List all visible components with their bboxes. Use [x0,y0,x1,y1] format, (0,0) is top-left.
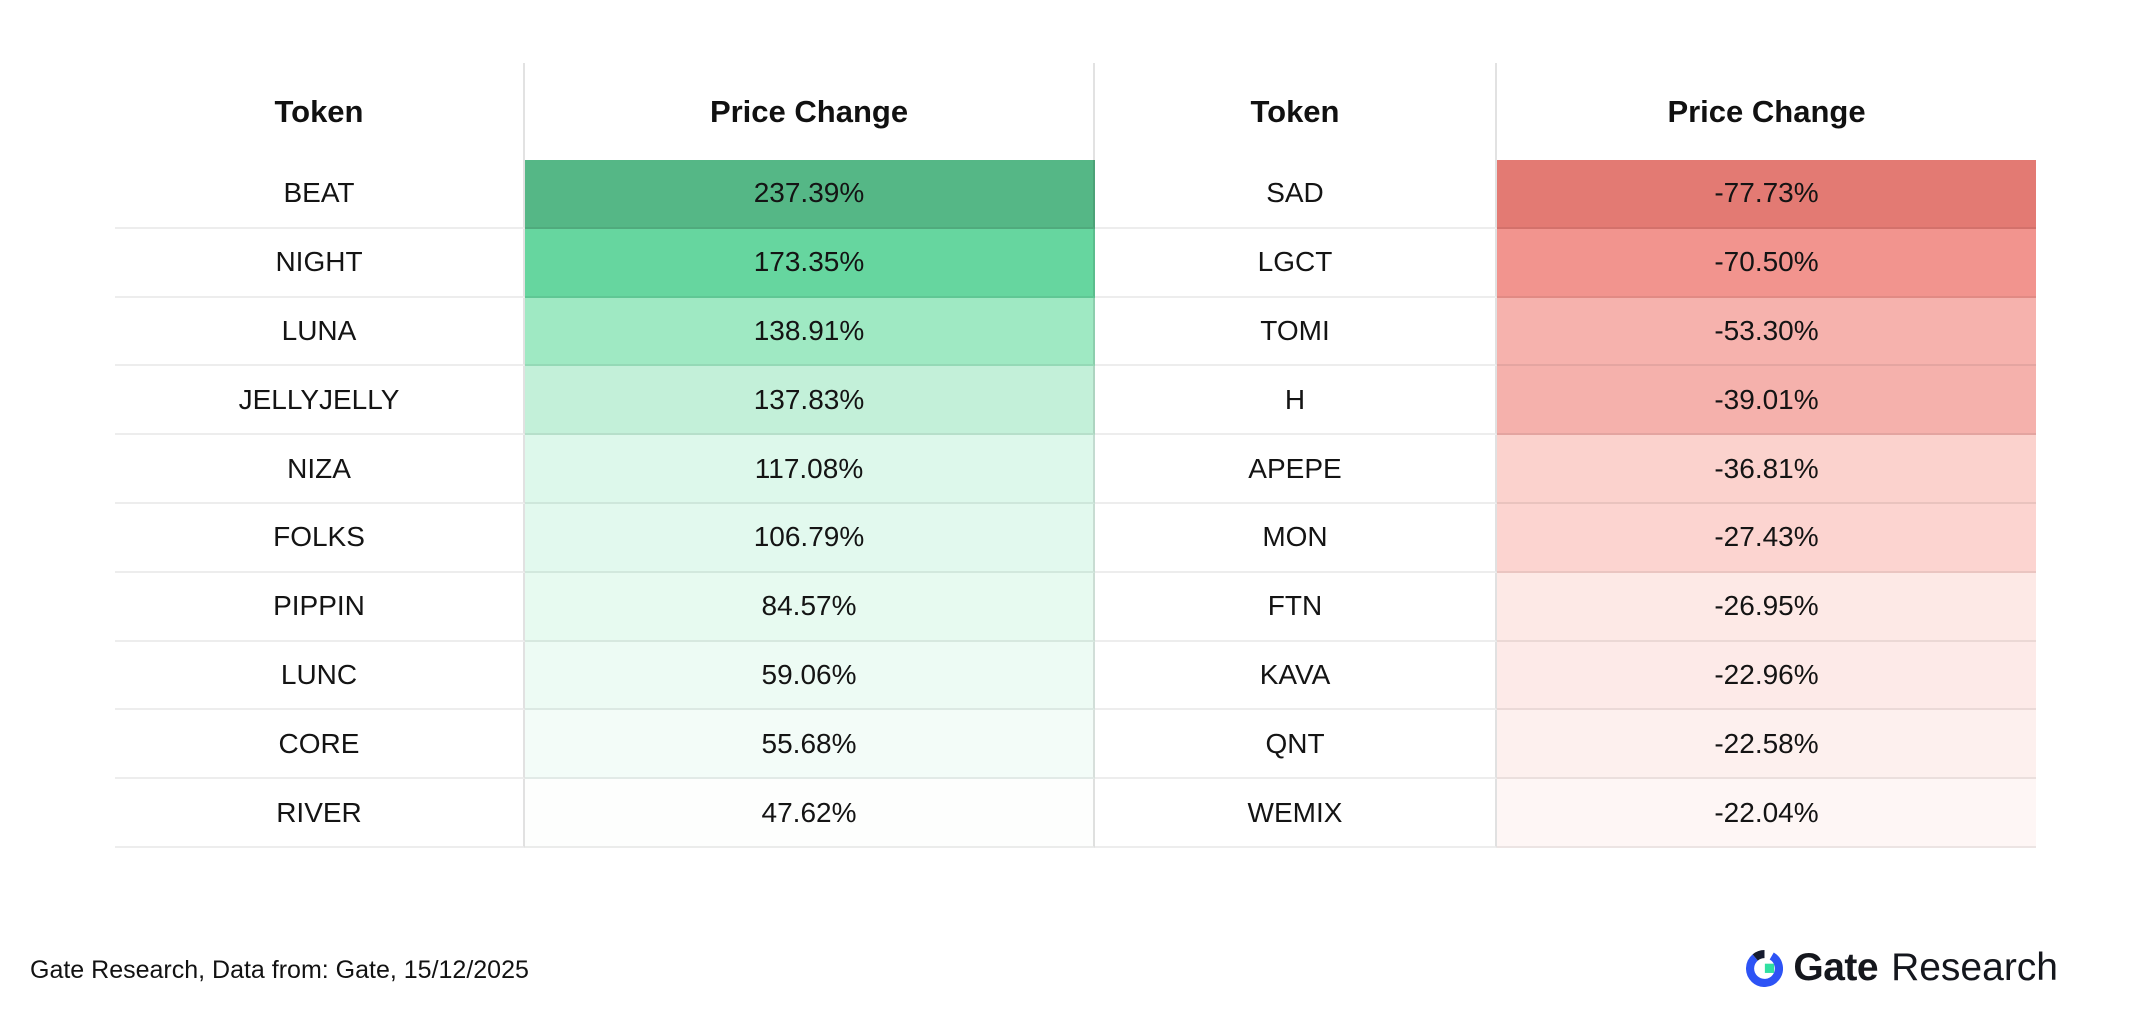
gainer-token-cell: NIZA [115,435,525,504]
loser-change-cell: -22.04% [1497,779,2036,848]
table-row: JELLYJELLY 137.83% H -39.01% [115,366,2036,436]
header-token-gainers: Token [115,63,525,160]
loser-token-cell: WEMIX [1095,779,1497,848]
loser-token-cell: MON [1095,503,1497,573]
gainer-change-cell: 237.39% [525,160,1095,229]
loser-token-cell: FTN [1095,572,1497,642]
gainer-token-cell: RIVER [115,779,525,848]
gate-research-logo: Gate Research [1746,942,2058,994]
loser-token-cell: TOMI [1095,297,1497,367]
gate-logo-icon [1746,949,1784,987]
loser-token-cell: SAD [1095,160,1497,229]
gainer-change-cell: 47.62% [525,779,1095,848]
gainer-token-cell: LUNA [115,297,525,367]
table-row: PIPPIN 84.57% FTN -26.95% [115,572,2036,642]
gainer-token-cell: FOLKS [115,503,525,573]
table-rows: BEAT 237.39% SAD -77.73% NIGHT 173.35% LGCT -70… [115,160,2036,848]
gainer-token-cell: JELLYJELLY [115,366,525,436]
gainer-change-cell: 55.68% [525,710,1095,780]
logo-suffix-text: Research [1891,946,2058,989]
source-note: Gate Research, Data from: Gate, 15/12/20… [30,956,529,984]
loser-token-cell: QNT [1095,710,1497,780]
table-row: RIVER 47.62% WEMIX -22.04% [115,779,2036,848]
logo-brand-text: Gate [1793,946,1879,989]
table-row: LUNC 59.06% KAVA -22.96% [115,641,2036,711]
header-change-losers: Price Change [1497,63,2036,160]
table-row: FOLKS 106.79% MON -27.43% [115,503,2036,573]
price-change-table: Token Price Change Token Price Change BE… [115,63,2036,848]
header-change-gainers: Price Change [525,63,1095,160]
header-token-losers: Token [1095,63,1497,160]
gainer-token-cell: NIGHT [115,228,525,298]
gainer-token-cell: BEAT [115,160,525,229]
loser-change-cell: -77.73% [1497,160,2036,229]
loser-token-cell: H [1095,366,1497,436]
table-row: NIGHT 173.35% LGCT -70.50% [115,228,2036,298]
loser-change-cell: -22.96% [1497,641,2036,711]
table-row: LUNA 138.91% TOMI -53.30% [115,297,2036,367]
gainer-token-cell: LUNC [115,641,525,711]
loser-change-cell: -70.50% [1497,228,2036,298]
gainer-token-cell: CORE [115,710,525,780]
gainer-change-cell: 59.06% [525,641,1095,711]
loser-change-cell: -26.95% [1497,572,2036,642]
loser-token-cell: KAVA [1095,641,1497,711]
gainer-change-cell: 138.91% [525,297,1095,367]
table-header: Token Price Change Token Price Change [115,63,2036,160]
gainer-change-cell: 106.79% [525,503,1095,573]
gainer-change-cell: 137.83% [525,366,1095,436]
loser-change-cell: -22.58% [1497,710,2036,780]
table-row: CORE 55.68% QNT -22.58% [115,710,2036,780]
loser-token-cell: LGCT [1095,228,1497,298]
gainer-change-cell: 173.35% [525,228,1095,298]
loser-change-cell: -36.81% [1497,435,2036,504]
gainer-change-cell: 84.57% [525,572,1095,642]
gainer-token-cell: PIPPIN [115,572,525,642]
table-row: NIZA 117.08% APEPE -36.81% [115,435,2036,504]
table-row: BEAT 237.39% SAD -77.73% [115,160,2036,229]
loser-change-cell: -39.01% [1497,366,2036,436]
loser-change-cell: -53.30% [1497,297,2036,367]
loser-token-cell: APEPE [1095,435,1497,504]
gainer-change-cell: 117.08% [525,435,1095,504]
loser-change-cell: -27.43% [1497,503,2036,573]
